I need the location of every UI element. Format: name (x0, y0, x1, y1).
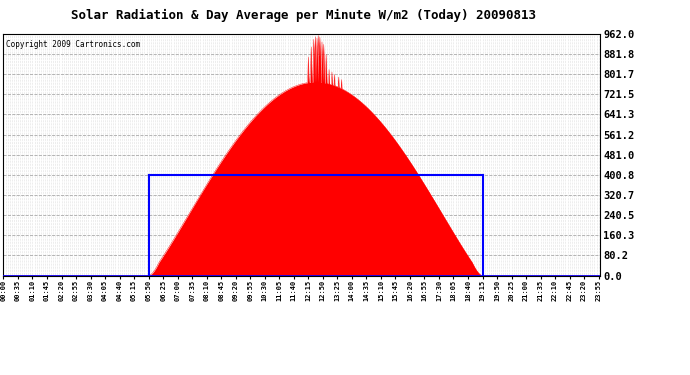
Text: Solar Radiation & Day Average per Minute W/m2 (Today) 20090813: Solar Radiation & Day Average per Minute… (71, 9, 536, 22)
Text: Copyright 2009 Cartronics.com: Copyright 2009 Cartronics.com (6, 40, 141, 49)
